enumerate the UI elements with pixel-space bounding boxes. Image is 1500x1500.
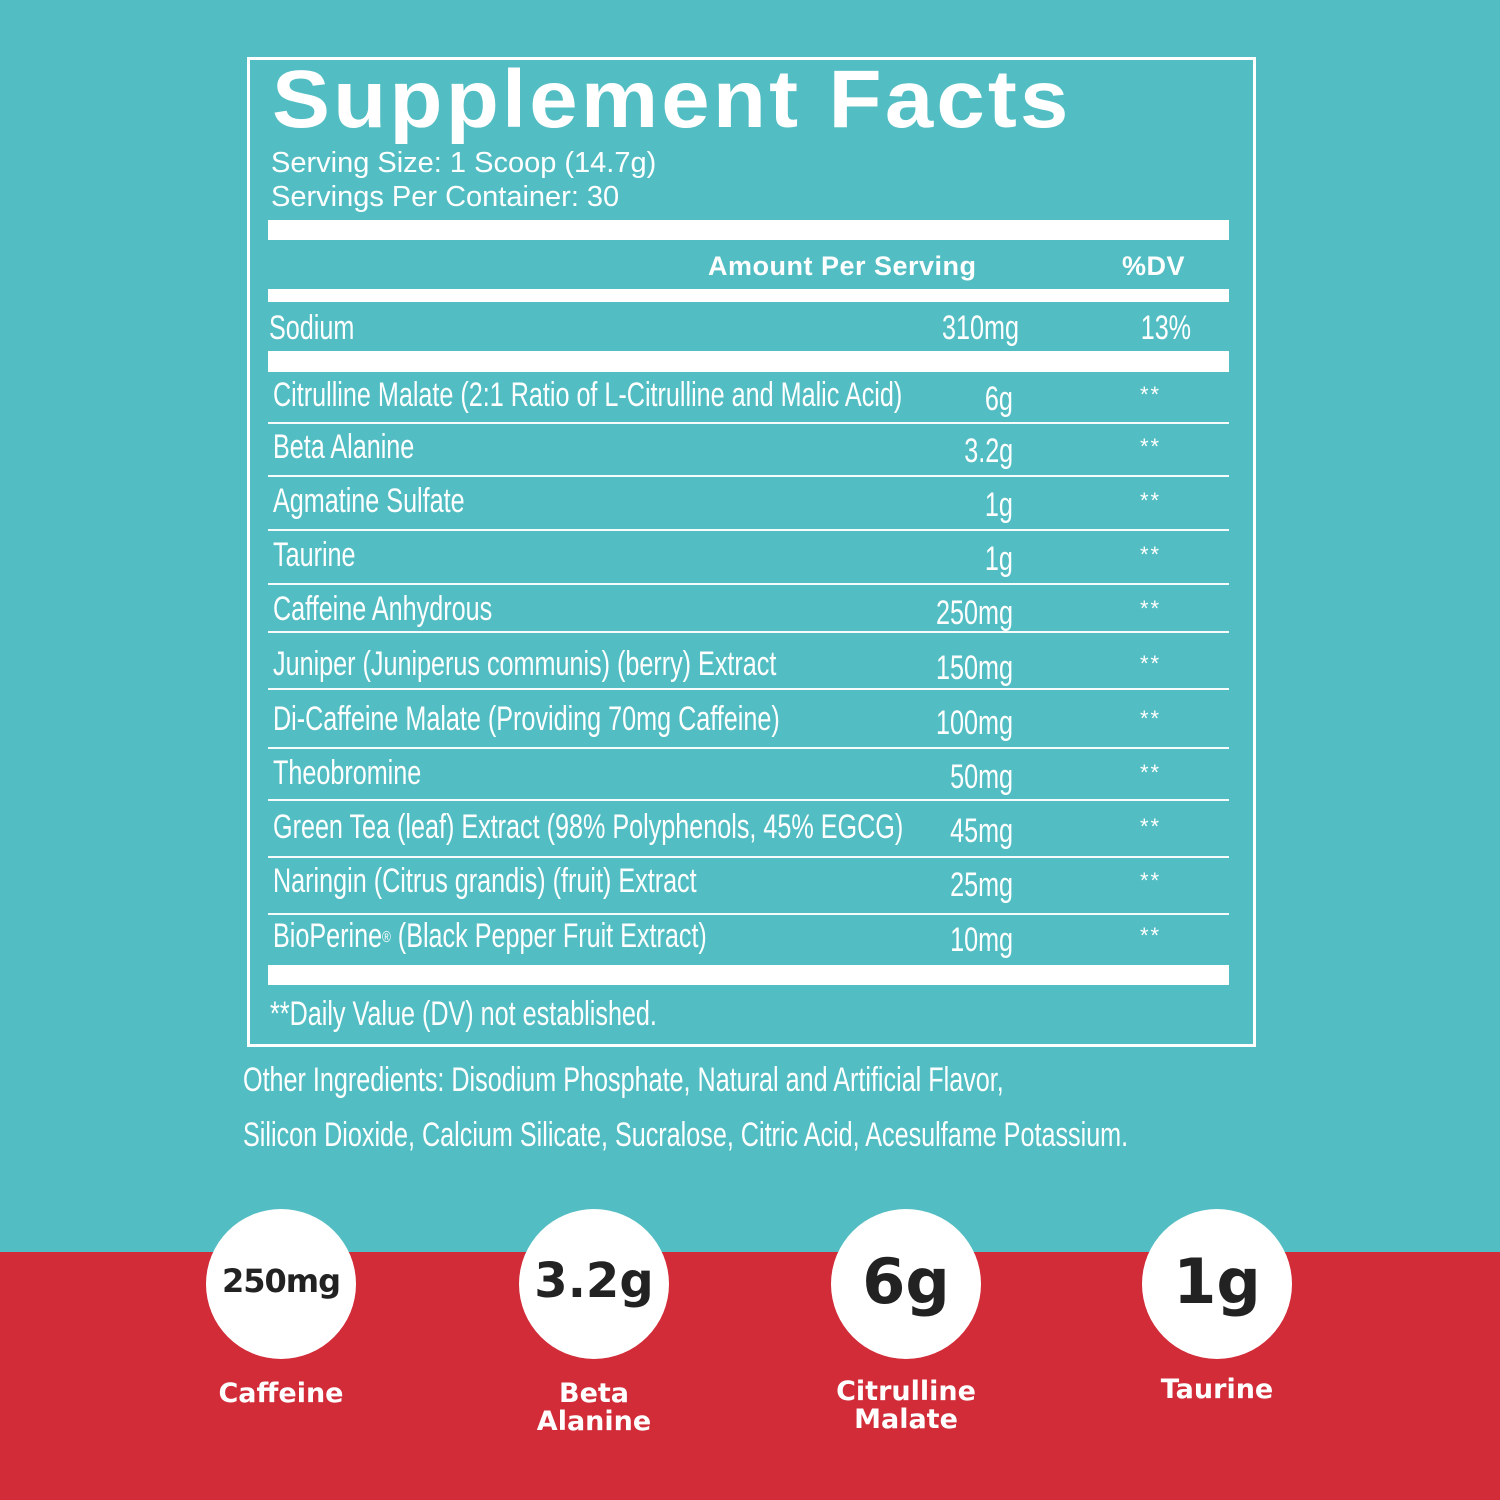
ingredient-amount: 25mg xyxy=(950,866,1013,904)
ingredient-row: Citrulline Malate (2:1 Ratio of L-Citrul… xyxy=(268,376,1229,416)
badge-label-caffeine: Caffeine xyxy=(218,1378,344,1409)
supplement-facts-panel xyxy=(247,57,1256,1047)
ingredient-row: Agmatine Sulfate 1g ** xyxy=(268,482,1229,522)
ingredient-dv: ** xyxy=(1140,596,1162,621)
servings-per-container: Servings Per Container: 30 xyxy=(271,181,620,213)
ingredient-dv: ** xyxy=(1140,923,1162,948)
serving-size: Serving Size: 1 Scoop (14.7g) xyxy=(271,147,657,179)
nutrient-dv: 13% xyxy=(1140,309,1191,347)
ingredient-dv: ** xyxy=(1140,651,1162,676)
row-divider xyxy=(268,688,1229,690)
ingredient-row: Naringin (Citrus grandis) (fruit) Extrac… xyxy=(268,862,1229,902)
ingredient-amount: 100mg xyxy=(936,704,1013,742)
nutrient-row-sodium: Sodium 310mg 13% xyxy=(268,311,1229,345)
row-divider xyxy=(268,583,1229,585)
ingredient-row: BioPerine® (Black Pepper Fruit Extract) … xyxy=(268,917,1229,957)
row-divider xyxy=(268,799,1229,801)
ingredient-dv: ** xyxy=(1140,814,1162,839)
ingredient-dv: ** xyxy=(1140,542,1162,567)
dv-footnote: **Daily Value (DV) not established. xyxy=(270,995,657,1033)
ingredient-name: Citrulline Malate (2:1 Ratio of L-Citrul… xyxy=(273,376,903,414)
ingredient-name: Juniper (Juniperus communis) (berry) Ext… xyxy=(273,645,777,683)
badge-label-citrulline-malate: Citrulline Malate xyxy=(836,1376,976,1435)
row-divider xyxy=(268,631,1229,633)
row-divider xyxy=(268,913,1229,915)
row-divider xyxy=(268,747,1229,749)
ingredient-dv: ** xyxy=(1140,706,1162,731)
ingredient-dv: ** xyxy=(1140,488,1162,513)
divider-medium xyxy=(268,289,1229,302)
registered-trademark-icon: ® xyxy=(382,929,391,946)
row-divider xyxy=(268,856,1229,858)
ingredient-amount: 50mg xyxy=(950,758,1013,796)
ingredient-amount: 150mg xyxy=(936,649,1013,687)
badge-beta-alanine: 3.2g xyxy=(519,1209,669,1359)
ingredient-dv: ** xyxy=(1140,434,1162,459)
ingredient-amount: 6g xyxy=(985,380,1013,418)
ingredient-amount: 1g xyxy=(985,540,1013,578)
ingredient-row: Theobromine 50mg ** xyxy=(268,754,1229,794)
other-ingredients-line-1: Other Ingredients: Disodium Phosphate, N… xyxy=(243,1061,1004,1099)
row-divider xyxy=(268,475,1229,477)
header-daily-value: %DV xyxy=(1122,251,1186,281)
header-amount-per-serving: Amount Per Serving xyxy=(708,251,977,281)
badge-value: 6g xyxy=(862,1244,950,1318)
ingredient-name: Caffeine Anhydrous xyxy=(273,590,493,628)
ingredient-dv: ** xyxy=(1140,760,1162,785)
row-divider xyxy=(268,422,1229,424)
badge-value: 250mg xyxy=(221,1262,341,1300)
ingredient-row: Green Tea (leaf) Extract (98% Polyphenol… xyxy=(268,808,1229,848)
badge-value: 3.2g xyxy=(534,1253,654,1309)
badge-caffeine: 250mg xyxy=(206,1209,356,1359)
badge-citrulline-malate: 6g xyxy=(831,1209,981,1359)
ingredient-name: Theobromine xyxy=(273,754,422,792)
divider-thick xyxy=(268,220,1229,240)
divider-thick xyxy=(268,965,1229,985)
ingredient-name: Agmatine Sulfate xyxy=(273,482,465,520)
ingredient-name: BioPerine® (Black Pepper Fruit Extract) xyxy=(273,917,707,955)
ingredient-name: Beta Alanine xyxy=(273,428,415,466)
ingredient-amount: 1g xyxy=(985,486,1013,524)
ingredient-row: Di-Caffeine Malate (Providing 70mg Caffe… xyxy=(268,700,1229,740)
badge-label-taurine: Taurine xyxy=(1160,1374,1274,1405)
ingredient-row: Beta Alanine 3.2g ** xyxy=(268,428,1229,468)
ingredient-amount: 10mg xyxy=(950,921,1013,959)
ingredient-row: Caffeine Anhydrous 250mg ** xyxy=(268,590,1229,630)
ingredient-amount: 3.2g xyxy=(964,432,1013,470)
badge-value: 1g xyxy=(1173,1244,1261,1318)
ingredient-dv: ** xyxy=(1140,868,1162,893)
panel-title: Supplement Facts xyxy=(272,54,1072,145)
ingredient-amount: 250mg xyxy=(936,594,1013,632)
badge-taurine: 1g xyxy=(1142,1209,1292,1359)
other-ingredients-line-2: Silicon Dioxide, Calcium Silicate, Sucra… xyxy=(243,1116,1129,1154)
ingredient-dv: ** xyxy=(1140,382,1162,407)
ingredient-name: Di-Caffeine Malate (Providing 70mg Caffe… xyxy=(273,700,780,738)
ingredient-amount: 45mg xyxy=(950,812,1013,850)
nutrient-amount: 310mg xyxy=(942,309,1019,347)
nutrient-name: Sodium xyxy=(269,309,355,347)
ingredient-name: Taurine xyxy=(273,536,356,574)
ingredient-row: Juniper (Juniperus communis) (berry) Ext… xyxy=(268,645,1229,685)
ingredient-row: Taurine 1g ** xyxy=(268,536,1229,576)
divider-thick xyxy=(268,351,1229,372)
row-divider xyxy=(268,529,1229,531)
ingredient-name: Naringin (Citrus grandis) (fruit) Extrac… xyxy=(273,862,697,900)
ingredient-name: Green Tea (leaf) Extract (98% Polyphenol… xyxy=(273,808,904,846)
badge-label-beta-alanine: Beta Alanine xyxy=(536,1378,652,1437)
